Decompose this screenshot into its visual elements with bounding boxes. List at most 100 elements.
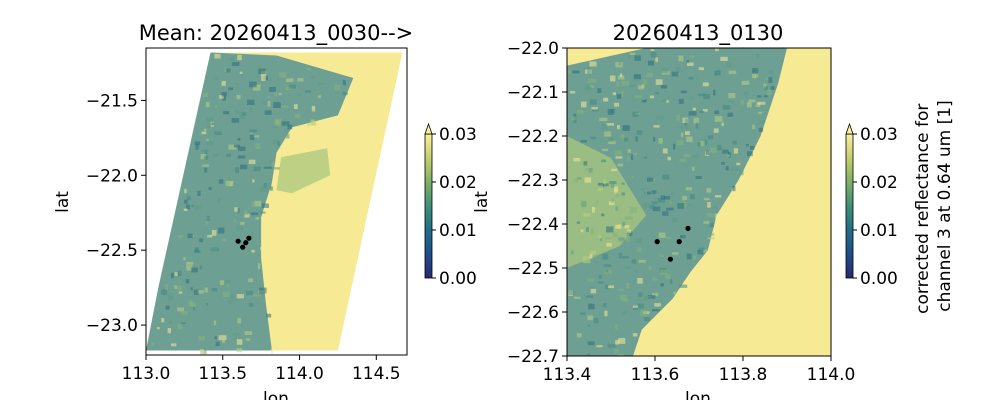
texture-speckle xyxy=(285,78,294,82)
texture-speckle xyxy=(670,278,673,284)
texture-speckle xyxy=(227,298,233,305)
texture-speckle xyxy=(204,128,207,132)
texture-speckle xyxy=(733,148,739,154)
right-cloud-band xyxy=(567,48,787,356)
texture-speckle xyxy=(695,176,702,179)
texture-speckle xyxy=(715,48,719,52)
texture-speckle xyxy=(583,256,591,261)
texture-speckle xyxy=(225,280,231,284)
texture-speckle xyxy=(667,156,671,161)
texture-speckle xyxy=(248,278,254,283)
right-x-axis-label: lon xyxy=(685,389,711,400)
left-colorbar: 0.00 0.01 0.02 0.03 xyxy=(424,122,477,289)
texture-speckle xyxy=(597,235,602,239)
texture-speckle xyxy=(721,122,724,126)
texture-speckle xyxy=(617,125,620,130)
texture-speckle xyxy=(241,112,247,116)
texture-speckle xyxy=(631,175,635,179)
texture-speckle xyxy=(281,105,289,108)
texture-speckle xyxy=(693,255,697,260)
texture-speckle xyxy=(211,230,217,236)
texture-speckle xyxy=(620,294,628,301)
texture-speckle xyxy=(626,231,630,237)
texture-speckle xyxy=(641,84,645,89)
texture-speckle xyxy=(606,226,614,233)
texture-speckle xyxy=(683,154,690,158)
texture-speckle xyxy=(607,109,614,115)
texture-speckle xyxy=(709,222,714,228)
texture-speckle xyxy=(247,99,255,105)
data-point xyxy=(246,235,252,241)
left-map-panel: Mean: 20260413_0030--> 113.0 113.5 114.0 11… xyxy=(53,21,413,404)
texture-speckle xyxy=(267,95,271,98)
texture-speckle xyxy=(593,318,599,324)
texture-speckle xyxy=(588,78,597,83)
texture-speckle xyxy=(604,270,612,274)
texture-speckle xyxy=(219,280,225,285)
texture-speckle xyxy=(581,101,587,108)
texture-speckle xyxy=(576,333,582,338)
texture-speckle xyxy=(714,116,723,122)
texture-speckle xyxy=(233,218,237,223)
texture-speckle xyxy=(587,341,595,346)
texture-speckle xyxy=(229,181,233,187)
texture-speckle xyxy=(627,53,631,59)
texture-speckle xyxy=(228,87,233,91)
texture-speckle xyxy=(630,154,633,160)
texture-speckle xyxy=(165,305,170,310)
texture-speckle xyxy=(750,145,755,150)
texture-speckle xyxy=(686,60,690,64)
texture-speckle xyxy=(604,131,612,137)
texture-speckle xyxy=(608,137,614,143)
texture-speckle xyxy=(650,49,655,51)
texture-speckle xyxy=(207,234,213,238)
texture-speckle xyxy=(698,93,706,97)
texture-speckle xyxy=(193,289,199,295)
texture-speckle xyxy=(591,107,598,110)
texture-speckle xyxy=(263,182,267,188)
right-points xyxy=(654,225,691,262)
texture-speckle xyxy=(597,185,604,191)
texture-speckle xyxy=(752,74,756,79)
texture-speckle xyxy=(211,287,218,292)
data-point xyxy=(676,239,682,245)
texture-speckle xyxy=(758,127,764,132)
texture-speckle xyxy=(274,118,282,125)
texture-speckle xyxy=(634,95,643,98)
texture-speckle xyxy=(638,85,644,90)
texture-speckle xyxy=(711,206,718,209)
texture-speckle xyxy=(237,155,246,159)
texture-speckle xyxy=(272,139,278,145)
texture-speckle xyxy=(205,101,210,108)
texture-speckle xyxy=(583,161,588,166)
texture-speckle xyxy=(618,288,625,292)
texture-speckle xyxy=(763,95,768,98)
texture-speckle xyxy=(660,269,668,275)
texture-speckle xyxy=(214,131,222,135)
texture-speckle xyxy=(233,144,241,148)
texture-speckle xyxy=(584,177,592,183)
texture-speckle xyxy=(653,137,656,142)
texture-speckle xyxy=(758,111,763,114)
texture-speckle xyxy=(706,188,712,193)
texture-speckle xyxy=(634,55,641,61)
y-tick-label: −22.7 xyxy=(507,347,559,367)
texture-speckle xyxy=(655,92,659,95)
texture-speckle xyxy=(206,117,214,122)
texture-speckle xyxy=(342,80,346,86)
texture-speckle xyxy=(611,168,617,172)
texture-speckle xyxy=(251,213,259,218)
colorbar-tick-label: 0.00 xyxy=(860,269,898,289)
texture-speckle xyxy=(269,76,272,81)
texture-speckle xyxy=(263,166,272,169)
texture-speckle xyxy=(217,198,221,203)
texture-speckle xyxy=(186,196,191,201)
texture-speckle xyxy=(571,116,576,121)
texture-speckle xyxy=(626,236,631,243)
texture-speckle xyxy=(204,155,209,160)
texture-speckle xyxy=(605,270,609,273)
texture-speckle xyxy=(278,92,282,96)
texture-speckle xyxy=(621,91,624,97)
texture-speckle xyxy=(713,128,719,133)
